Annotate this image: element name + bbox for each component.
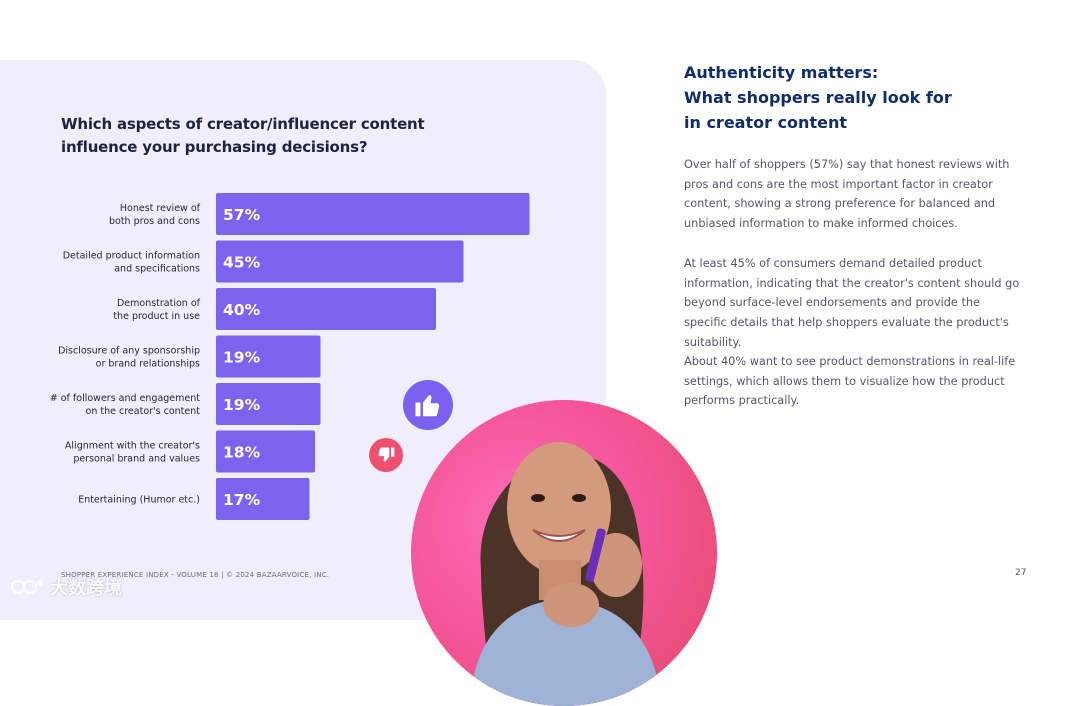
question-line-1: Which aspects of creator/influencer cont… [61,115,425,133]
category-label-line: # of followers and engagement [50,393,200,404]
bar-5 [216,383,321,425]
bar-7 [216,478,310,520]
category-label-4: Disclosure of any sponsorship or brand re… [58,346,200,370]
category-label-line: Detailed product information [63,251,200,262]
category-label-line: or brand relationships [96,359,200,370]
page-number: 27 [1015,568,1027,578]
bar-value-label-2: 45% [223,254,261,272]
thumbs-down-glyph [378,447,395,462]
creator-photo [411,400,717,706]
chart-question: Which aspects of creator/influencer cont… [61,113,441,159]
watermark: 大数跨境 [10,574,122,600]
thumbs-up-glyph [415,395,440,417]
body-paragraph-2: At least 45% of consumers demand detaile… [684,257,1020,349]
category-label-5: # of followers and engagement on the crea… [50,393,201,417]
category-label-line: both pros and cons [109,216,200,227]
category-label-1: Honest review of both pros and cons [109,203,201,227]
category-label-line: personal brand and values [73,454,200,465]
heading-line-2: What shoppers really look for [684,88,952,107]
thumbs-down-icon [369,438,403,472]
category-label-line: Alignment with the creator's [65,441,200,452]
bar-value-label-5: 19% [223,396,261,414]
category-label-line: and specifications [114,264,200,275]
category-label-line: Demonstration of [117,298,201,309]
bar-6 [216,430,315,473]
category-label-line: Entertaining (Humor etc.) [78,495,200,506]
body-paragraph-1: Over half of shoppers (57%) say that hon… [684,158,1010,231]
category-label-line: the product in use [113,311,200,322]
category-label-3: Demonstration of the product in use [113,298,200,322]
bar-value-label-4: 19% [223,349,261,367]
watermark-text: 大数跨境 [50,578,122,599]
bar-value-label-6: 18% [223,444,261,462]
category-label-7: Entertaining (Humor etc.) [78,495,200,506]
creator-illustration [471,442,661,706]
category-label-2: Detailed product information and specific… [63,251,200,275]
bar-value-label-1: 57% [223,206,261,224]
bar-4 [216,335,321,378]
bar-1 [216,193,530,235]
body-paragraph-3: About 40% want to see product demonstrat… [684,355,1016,408]
bar-value-label-7: 17% [223,491,261,509]
heading-line-1: Authenticity matters: [684,63,879,82]
bar-value-label-3: 40% [223,301,261,319]
heading-line-3: in creator content [684,113,847,132]
bar-chart: 57% Honest review of both pros and cons 45%… [50,193,530,520]
footer-text: SHOPPER EXPERIENCE INDEX - VOLUME 18 | ©… [61,571,330,579]
question-line-2: influence your purchasing decisions? [61,138,368,156]
category-label-line: Disclosure of any sponsorship [58,346,200,357]
category-label-line: on the creator's content [86,406,201,417]
thumbs-up-icon [403,380,453,430]
section-heading: Authenticity matters: What shoppers real… [684,60,1014,135]
category-label-line: Honest review of [120,203,201,214]
category-label-6: Alignment with the creator's personal bra… [65,441,200,465]
bar-3 [216,288,436,330]
bar-2 [216,240,464,283]
watermark-logo-icon [11,580,43,594]
